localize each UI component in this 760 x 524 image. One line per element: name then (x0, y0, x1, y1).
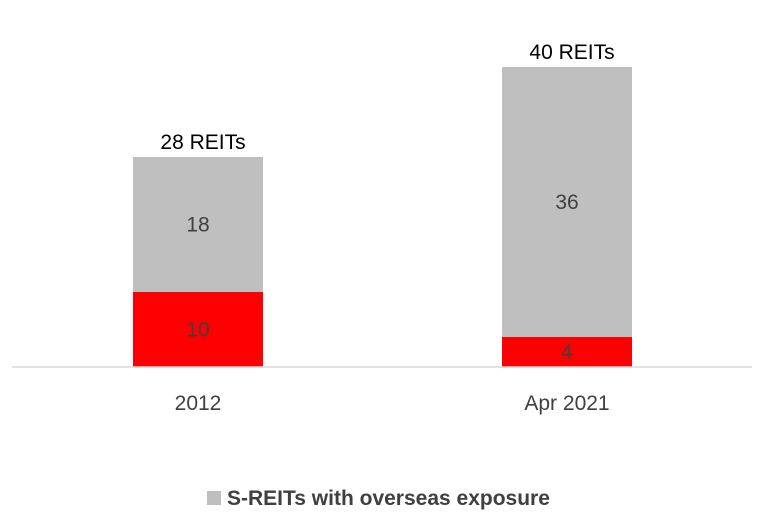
legend-label: S-REITs with overseas exposure (227, 487, 550, 510)
x-tick-label: Apr 2021 (524, 392, 609, 415)
labels-layer: 10 18 28 REITs 2012 4 36 40 REITs Apr 2021 (160, 41, 614, 415)
x-tick-label: 2012 (175, 392, 222, 415)
bar-segment-red-0 (133, 292, 263, 367)
bars-layer (133, 67, 632, 367)
bar-segment-grey-0 (133, 157, 263, 292)
bar-segment-red-1 (502, 337, 632, 367)
legend-swatch (207, 491, 221, 505)
segment-value-label: 36 (555, 191, 578, 214)
bar-total-label: 28 REITs (160, 131, 245, 154)
segment-value-label: 10 (186, 319, 209, 342)
segment-value-label: 4 (561, 341, 573, 364)
segment-value-label: 18 (186, 214, 209, 237)
bar-total-label: 40 REITs (529, 41, 614, 64)
legend: S-REITs with overseas exposure (207, 487, 550, 510)
bar-segment-grey-1 (502, 67, 632, 337)
